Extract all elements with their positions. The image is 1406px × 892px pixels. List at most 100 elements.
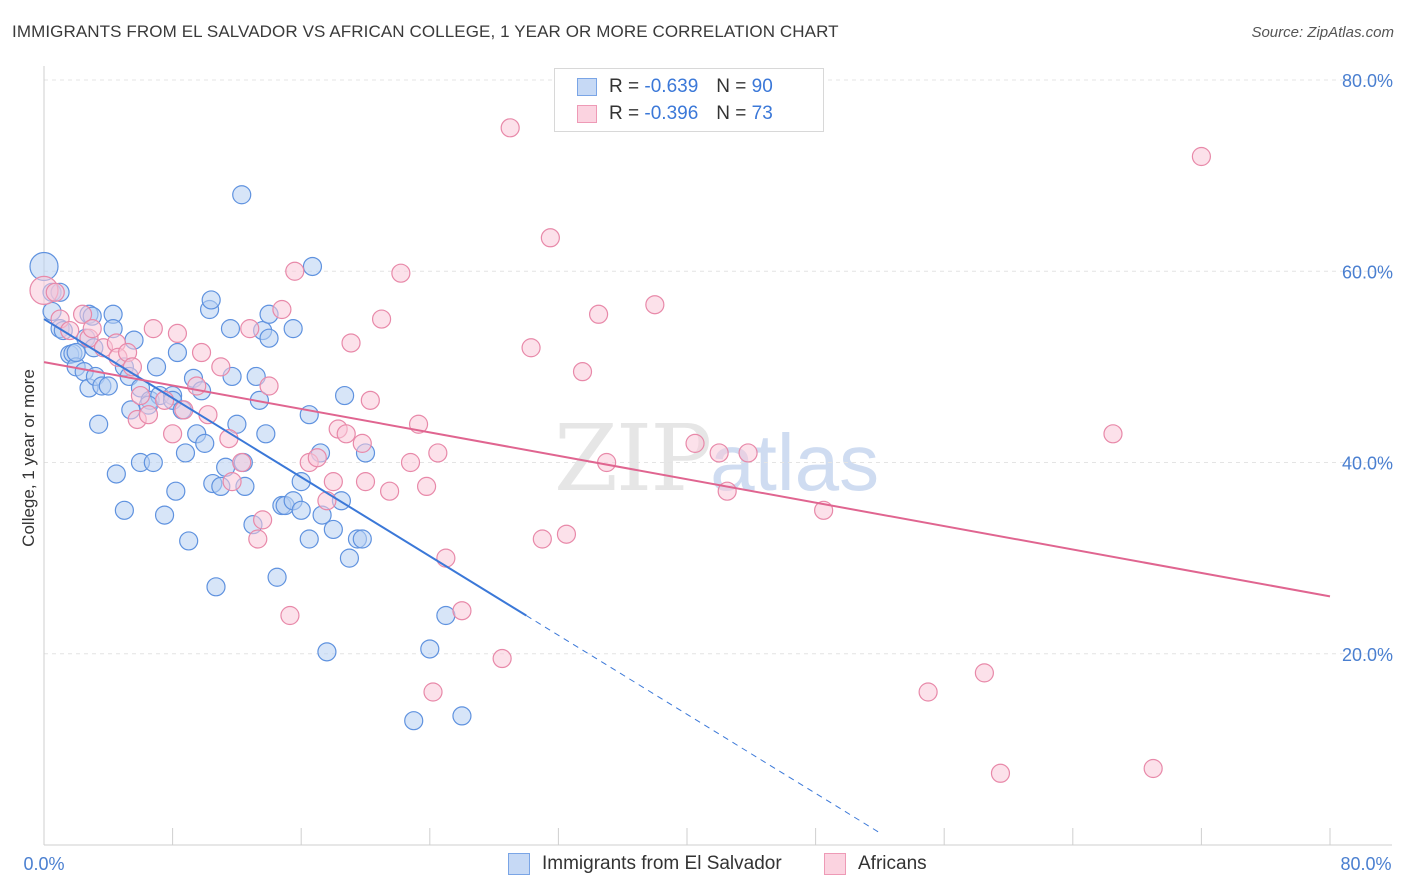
- data-point: [500, 118, 520, 138]
- legend-n-value: 90: [751, 76, 773, 97]
- legend-n-label: N =: [716, 103, 747, 124]
- data-point: [416, 476, 437, 497]
- data-point: [323, 472, 343, 492]
- legend-r-value: -0.396: [644, 103, 699, 124]
- data-point: [317, 642, 337, 662]
- data-point: [130, 385, 151, 406]
- data-point: [352, 529, 372, 549]
- data-point: [272, 299, 292, 320]
- data-point: [738, 443, 758, 463]
- data-point: [146, 357, 167, 377]
- data-point: [452, 601, 472, 621]
- legend-r-label: R =: [609, 103, 640, 124]
- data-point: [452, 706, 472, 726]
- data-point: [232, 452, 252, 473]
- axes: [43, 66, 1392, 846]
- trend-lines: [43, 318, 1331, 834]
- data-point: [335, 385, 355, 406]
- data-point: [89, 414, 109, 434]
- x-tick-label: 80.0%: [1340, 854, 1391, 874]
- data-point: [302, 256, 323, 277]
- data-point: [371, 309, 392, 329]
- data-point: [540, 228, 560, 248]
- data-point: [167, 342, 188, 363]
- data-point: [355, 472, 376, 492]
- legend-swatch-pink: [577, 105, 597, 123]
- data-point: [163, 424, 183, 444]
- data-point: [167, 323, 188, 344]
- trend-line-africans: [43, 361, 1331, 598]
- data-point: [339, 548, 360, 568]
- data-point: [45, 282, 65, 302]
- legend-swatch-blue: [577, 78, 597, 96]
- data-point: [187, 376, 207, 396]
- y-tick-label: 40.0%: [1342, 454, 1393, 474]
- data-point: [195, 433, 215, 453]
- data-point: [201, 290, 221, 310]
- data-point: [246, 366, 266, 387]
- data-point: [143, 319, 163, 339]
- data-point: [1103, 424, 1123, 444]
- legend-r-label: R =: [609, 76, 640, 97]
- bottom-legend-swatch-pink: [824, 853, 846, 875]
- data-point: [256, 424, 276, 444]
- data-point: [436, 605, 456, 626]
- legend-n-value: 73: [751, 103, 773, 124]
- data-point: [423, 682, 443, 702]
- data-point: [645, 295, 665, 315]
- source-label: Source: ZipAtlas.com: [1251, 24, 1394, 41]
- data-point: [267, 567, 287, 587]
- data-point: [918, 682, 938, 702]
- correlation-legend: R = -0.639 N = 90 R = -0.396 N = 73: [554, 68, 824, 132]
- data-point: [259, 328, 279, 348]
- data-point: [1143, 758, 1163, 779]
- data-point: [114, 500, 134, 520]
- x-tick-label: 0.0%: [23, 854, 64, 874]
- data-point: [166, 481, 186, 501]
- data-point: [220, 319, 241, 339]
- data-point: [285, 261, 305, 281]
- data-point: [532, 529, 552, 549]
- bottom-legend-africans: Africans: [824, 852, 927, 876]
- data-point: [1191, 146, 1212, 167]
- data-point: [191, 342, 212, 363]
- data-point: [291, 500, 311, 520]
- data-point: [211, 357, 231, 377]
- data-point: [283, 319, 303, 339]
- data-point: [400, 452, 421, 473]
- data-point: [206, 577, 226, 597]
- watermark-atlas: atlas: [710, 418, 880, 507]
- data-point: [259, 376, 279, 396]
- legend-row-el-salvador: R = -0.639 N = 90: [577, 75, 773, 99]
- data-point: [106, 464, 126, 484]
- data-point: [60, 320, 80, 341]
- data-point: [138, 405, 159, 425]
- tick-labels: 20.0% 40.0% 60.0% 80.0% 0.0% 80.0%: [23, 71, 1393, 874]
- data-point: [280, 605, 300, 626]
- data-point: [143, 452, 163, 473]
- trend-line-el-salvador: [43, 318, 527, 617]
- data-point: [336, 424, 356, 444]
- data-point: [492, 648, 512, 669]
- data-point: [360, 390, 380, 410]
- bottom-legend-label: Immigrants from El Salvador: [542, 853, 782, 874]
- data-point: [72, 304, 93, 324]
- data-point: [572, 362, 593, 382]
- data-point: [380, 481, 400, 501]
- data-point: [428, 443, 448, 463]
- trend-line-el-salvador-extension: [525, 615, 881, 834]
- data-point: [253, 510, 273, 530]
- data-point: [420, 639, 440, 659]
- data-point: [391, 263, 411, 283]
- bottom-legend-label: Africans: [858, 853, 927, 874]
- data-point: [232, 185, 252, 205]
- data-point: [66, 342, 86, 363]
- data-point: [521, 338, 541, 358]
- data-point: [227, 414, 247, 434]
- chart-title: IMMIGRANTS FROM EL SALVADOR VS AFRICAN C…: [12, 22, 839, 41]
- data-point: [352, 433, 372, 453]
- y-tick-label: 80.0%: [1342, 71, 1393, 91]
- legend-n-label: N =: [716, 76, 747, 97]
- bottom-legend-el-salvador: Immigrants from El Salvador: [508, 852, 782, 876]
